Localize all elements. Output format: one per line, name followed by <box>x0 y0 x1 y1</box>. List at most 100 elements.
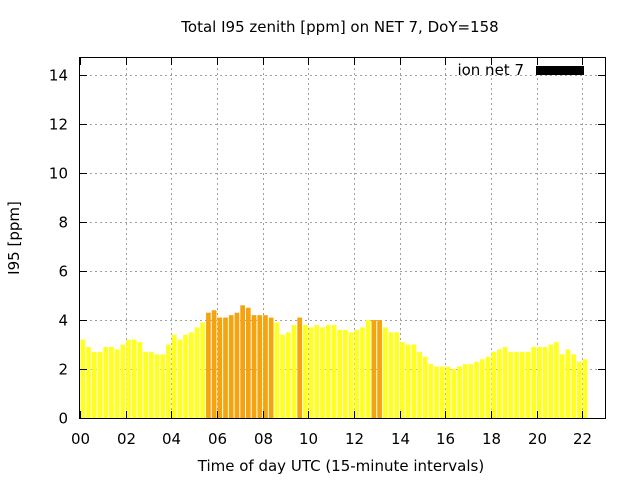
x-tick-label: 06 <box>208 430 227 448</box>
bar <box>365 320 371 418</box>
bar <box>114 349 120 418</box>
y-axis: 0 2 4 6 8 10 12 14 <box>49 67 605 428</box>
bars <box>80 305 588 418</box>
bar <box>514 351 519 418</box>
bar <box>166 344 171 418</box>
bar <box>382 327 388 418</box>
bar <box>542 346 548 418</box>
x-tick-label: 22 <box>573 430 592 448</box>
y-tick-label: 4 <box>58 312 68 330</box>
x-tick-label: 08 <box>254 430 273 448</box>
bar <box>565 349 571 418</box>
bar <box>177 339 183 418</box>
bar <box>559 354 565 418</box>
bar <box>263 315 268 418</box>
chart-title: Total I95 zenith [ppm] on NET 7, DoY=158 <box>180 18 498 36</box>
bar <box>485 356 491 418</box>
bar <box>457 366 462 418</box>
bar <box>228 315 234 418</box>
bar <box>194 327 200 418</box>
bar <box>325 324 331 418</box>
bar <box>343 329 348 418</box>
bar <box>131 339 137 418</box>
bar <box>479 359 485 418</box>
legend-label: ion net 7 <box>457 61 524 79</box>
bar <box>554 342 559 418</box>
y-tick-label: 14 <box>49 67 68 85</box>
bar <box>502 346 508 418</box>
bar <box>320 327 325 418</box>
bar <box>411 344 417 418</box>
bar <box>97 351 103 418</box>
bar <box>137 342 143 418</box>
x-tick-label: 20 <box>528 430 547 448</box>
bar <box>354 329 360 418</box>
bar <box>422 356 428 418</box>
bar <box>308 327 314 418</box>
x-axis-label: Time of day UTC (15-minute intervals) <box>197 457 484 475</box>
bar <box>291 324 297 418</box>
bar <box>120 344 126 418</box>
bar <box>440 366 445 418</box>
bar <box>171 334 177 418</box>
bar <box>417 351 422 418</box>
bar <box>337 329 342 418</box>
bar <box>331 324 337 418</box>
bar <box>240 305 245 418</box>
bar <box>80 339 86 418</box>
bar <box>388 332 394 418</box>
bar <box>537 346 542 418</box>
y-tick-label: 0 <box>58 410 68 428</box>
bar <box>183 334 188 418</box>
bar <box>360 327 365 418</box>
bar <box>531 346 537 418</box>
x-tick-label: 00 <box>71 430 90 448</box>
bar <box>451 369 457 418</box>
legend: ion net 7 <box>457 61 584 79</box>
bar <box>400 342 405 418</box>
bar <box>109 346 114 418</box>
bar <box>497 349 502 418</box>
bar <box>143 351 148 418</box>
bar <box>434 366 440 418</box>
bar <box>257 315 263 418</box>
x-tick-label: 16 <box>436 430 455 448</box>
bar <box>445 366 451 418</box>
plot-frame <box>79 57 606 419</box>
bar <box>206 312 211 418</box>
bar <box>154 354 160 418</box>
bar <box>428 364 434 418</box>
bar <box>126 339 131 418</box>
y-tick-label: 6 <box>58 263 68 281</box>
bar <box>394 332 400 418</box>
bar <box>188 332 194 418</box>
bar <box>525 351 531 418</box>
bar <box>474 361 479 418</box>
bar <box>91 351 97 418</box>
bar <box>468 364 474 418</box>
bar <box>462 364 468 418</box>
y-tick-label: 10 <box>49 165 68 183</box>
legend-swatch <box>536 66 584 75</box>
bar <box>211 310 217 418</box>
x-tick-label: 02 <box>117 430 136 448</box>
bar <box>245 307 251 418</box>
y-tick-label: 12 <box>49 116 68 134</box>
bar <box>297 317 303 418</box>
bar <box>405 344 411 418</box>
x-tick-label: 10 <box>299 430 318 448</box>
bar <box>86 346 91 418</box>
bar <box>582 359 588 418</box>
bar <box>268 317 274 418</box>
bar <box>251 315 257 418</box>
bar <box>314 324 320 418</box>
bar <box>148 351 154 418</box>
bar <box>160 354 166 418</box>
bar <box>548 344 554 418</box>
y-axis-label: I95 [ppm] <box>5 201 23 275</box>
bar <box>217 317 223 418</box>
bar <box>200 322 206 418</box>
bar <box>103 346 109 418</box>
bar <box>371 320 377 418</box>
